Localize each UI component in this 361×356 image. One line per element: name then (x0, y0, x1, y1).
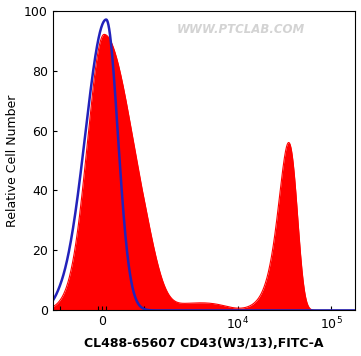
X-axis label: CL488-65607 CD43(W3/13),FITC-A: CL488-65607 CD43(W3/13),FITC-A (84, 337, 324, 350)
Y-axis label: Relative Cell Number: Relative Cell Number (5, 94, 18, 227)
Text: WWW.PTCLAB.COM: WWW.PTCLAB.COM (176, 22, 305, 36)
